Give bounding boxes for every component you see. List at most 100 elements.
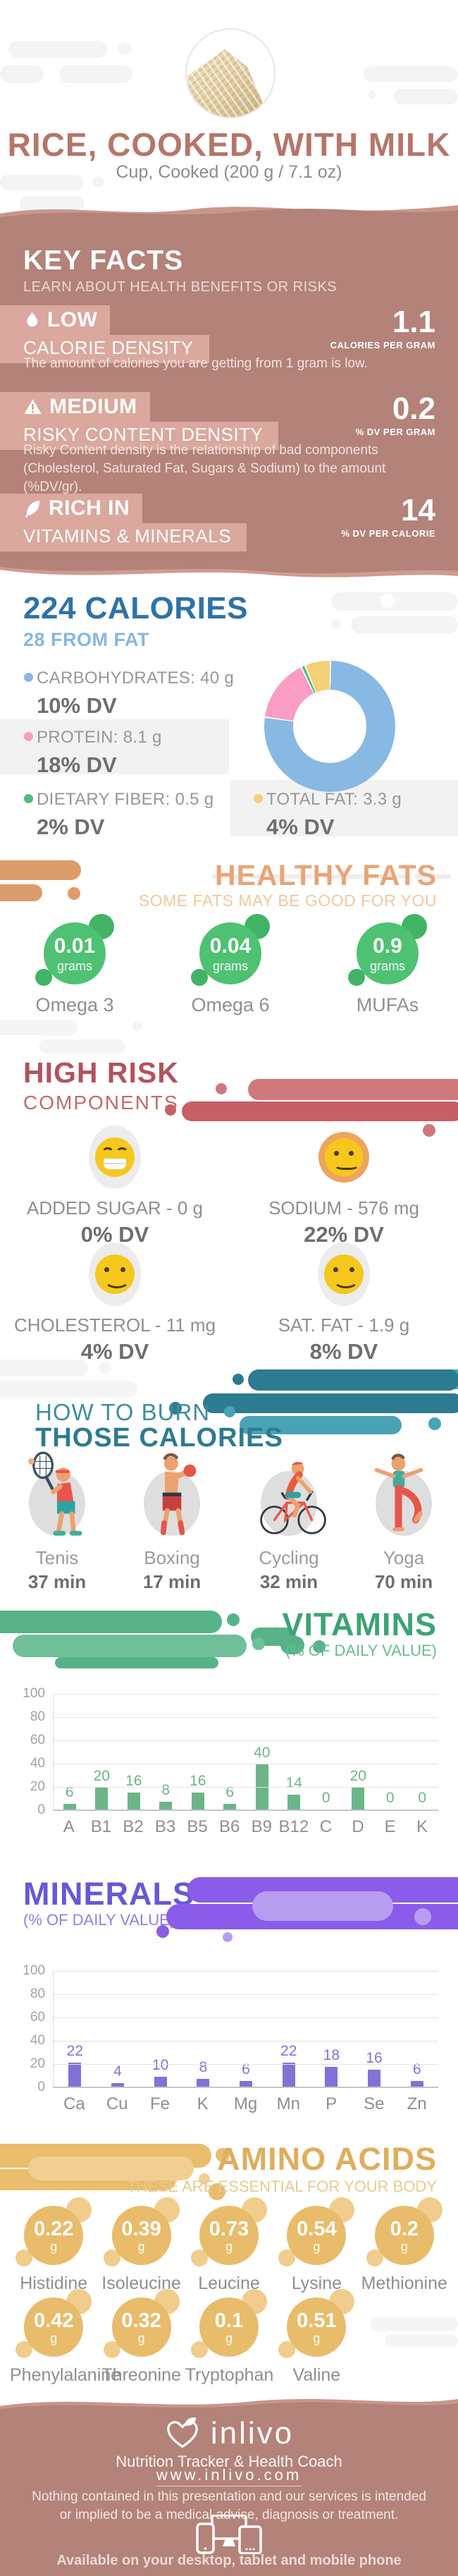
wave-divider: [0, 563, 458, 578]
activity-minutes: 37 min: [27, 1571, 87, 1592]
x-axis-category: D: [352, 1817, 364, 1836]
x-axis-category: B6: [219, 1817, 240, 1836]
bar-slot: 22: [267, 1972, 310, 2088]
plot-area: 6 20 16 8 16 6 40 14 0 20 0 0: [53, 1694, 438, 1811]
website-link[interactable]: www.inlivo.com: [156, 2466, 302, 2486]
bar-slot: 6: [225, 1972, 268, 2088]
gold-blob: 0.51 g: [278, 2289, 355, 2358]
decor-blob: [8, 41, 107, 58]
gridline: [54, 1694, 438, 1695]
risk-component-card: ADDED SUGAR - 0 g 0% DV: [9, 1125, 221, 1247]
key-fact-badge: MEDIUM RISKY CONTENT DENSITY: [0, 392, 279, 450]
decor-blob: [165, 1104, 176, 1116]
risk-dv-value: 4% DV: [80, 1339, 149, 1364]
key-fact-level-label: RICH IN: [49, 496, 130, 520]
healthy-fats-subtitle: SOME FATS MAY BE GOOD FOR YOU: [138, 891, 437, 910]
y-axis-tick: 80: [30, 1986, 45, 2001]
amino-name: Methionine: [361, 2273, 447, 2293]
legend-item: CARBOHYDRATES: 40 g 10% DV: [24, 669, 234, 719]
activity-name: Tenis: [35, 1547, 79, 1568]
bar: [240, 2081, 253, 2088]
blob-body: [111, 2206, 171, 2265]
bar-value-label: 6: [225, 1784, 235, 1801]
legend-dv-value: 2% DV: [37, 814, 105, 839]
key-fact-badge: RICH IN VITAMINS & MINERALS: [0, 494, 247, 551]
key-fact-value-unit: % DV PER CALORIE: [341, 528, 435, 539]
x-axis-category: K: [416, 1817, 428, 1836]
decor-blob: [414, 1908, 431, 1925]
amino-name: Lysine: [291, 2273, 342, 2293]
gridline: [54, 1740, 438, 1741]
decor-blob: [368, 90, 376, 99]
decor-blob: [364, 66, 458, 82]
bar-slot: 16: [182, 1695, 214, 1811]
fat-grams-unit: grams: [56, 959, 92, 973]
decor-blob: [118, 42, 131, 55]
decor-dash: [249, 874, 314, 879]
gridline: [54, 1971, 438, 1972]
bar-slot: 4: [97, 1972, 140, 2088]
y-axis-tick: 100: [23, 1963, 45, 1978]
risk-component-card: SAT. FAT - 1.9 g 8% DV: [238, 1243, 450, 1365]
bar-value-label: 6: [242, 2061, 250, 2078]
x-axis-category: B2: [123, 1817, 144, 1836]
decor-blob: [393, 89, 458, 104]
warning-icon: [23, 398, 42, 416]
bar: [223, 1804, 237, 1811]
blob-body: [24, 2297, 84, 2357]
calories-title: 224 CALORIES: [23, 591, 248, 625]
bar-slot: 14: [278, 1695, 311, 1811]
bar-slot: 20: [342, 1695, 375, 1811]
green-blob: 0.9 grams: [348, 914, 427, 986]
amino-acid-item: 0.73 g Leucine: [185, 2197, 273, 2294]
amino-acid-item: 0.42 g Phenylalanine: [10, 2289, 120, 2386]
bar: [95, 1788, 109, 1811]
amino-grams-unit: g: [137, 2331, 145, 2345]
bar-value-label: 6: [412, 2061, 421, 2078]
x-axis-category: P: [326, 2094, 338, 2113]
gold-blob: 0.54 g: [278, 2197, 355, 2266]
bar-slot: 6: [54, 1695, 86, 1811]
activity-card: Cycling 32 min: [236, 1462, 342, 1593]
key-fact-value-number: 1.1: [392, 305, 435, 339]
bar-value-label: 20: [93, 1768, 110, 1784]
bar: [159, 1801, 173, 1811]
legend-color-dot: [254, 794, 263, 803]
bar-value-label: 16: [366, 2049, 383, 2066]
blob-body: [287, 2206, 347, 2265]
bar-value-label: 40: [254, 1745, 271, 1761]
gridline: [54, 1994, 438, 1995]
decor-blob: [0, 1020, 78, 1035]
blob-body: [199, 2206, 259, 2265]
bar: [63, 1804, 76, 1811]
decor-blob: [13, 1635, 247, 1657]
healthy-fat-item: 0.04 grams Omega 6: [187, 914, 274, 1016]
wave-divider: [0, 2399, 458, 2415]
amino-grams-value: 0.54: [297, 2218, 337, 2240]
decor-blob: [99, 1361, 111, 1374]
x-axis-category: Mg: [233, 2094, 258, 2113]
activity-name: Yoga: [383, 1547, 425, 1568]
risk-label: CHOLESTEROL - 11 mg: [13, 1314, 216, 1336]
key-fact-value-number: 0.2: [392, 391, 435, 426]
grin-emoji: [95, 1137, 135, 1177]
amino-grams-value: 0.22: [33, 2218, 74, 2240]
vitamins-subtitle: (% OF DAILY VALUE): [285, 1642, 437, 1659]
key-facts-title: KEY FACTS: [23, 245, 184, 276]
fat-grams-value: 0.04: [209, 934, 252, 958]
bar-slot: 10: [139, 1972, 182, 2088]
blob-body: [357, 922, 419, 984]
key-fact-badge: LOW CALORIE DENSITY: [0, 305, 209, 363]
green-blob: 0.01 grams: [35, 914, 114, 986]
activity-minutes: 17 min: [142, 1571, 202, 1592]
amino-grams-value: 0.2: [390, 2218, 419, 2240]
activity-name: Cycling: [259, 1547, 319, 1568]
bar: [127, 1792, 140, 1811]
bar-slot: 22: [54, 1972, 97, 2088]
amino-grams-unit: g: [313, 2331, 321, 2345]
bar-value-label: 0: [385, 1789, 395, 1806]
amino-grams-unit: g: [400, 2240, 408, 2254]
decor-blob: [0, 1381, 137, 1398]
decor-blob: [385, 2334, 458, 2347]
bar-value-label: 16: [190, 1772, 206, 1789]
